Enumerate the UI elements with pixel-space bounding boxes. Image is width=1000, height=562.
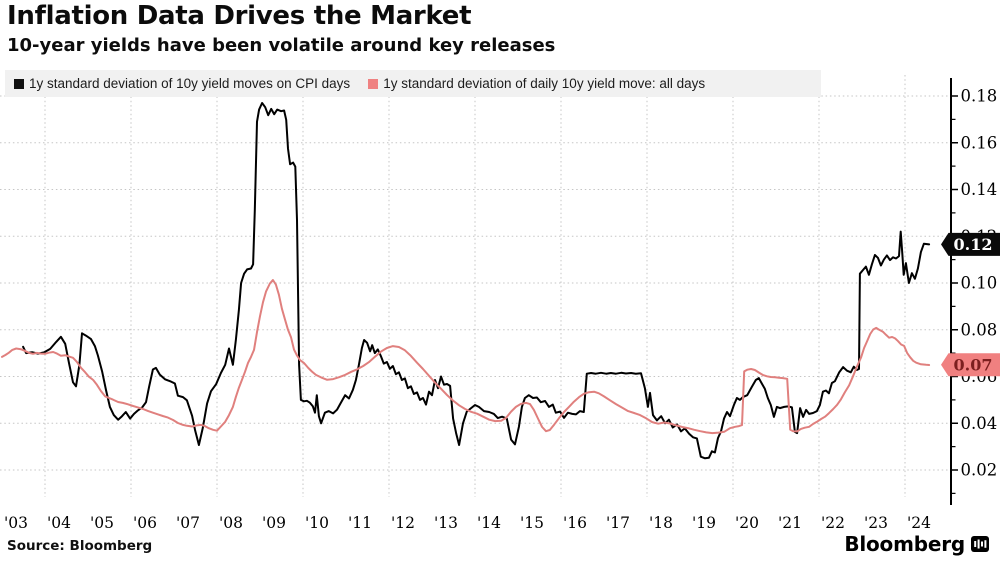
last-value-badge-cpi-days (941, 232, 1000, 256)
x-tick-label: '05 (90, 514, 114, 532)
series-line-cpi-days (22, 102, 931, 460)
x-tick-label: '07 (176, 514, 200, 532)
legend-label-cpi-days: 1y standard deviation of 10y yield moves… (29, 76, 351, 91)
x-tick-label: '23 (864, 514, 888, 532)
legend-swatch-cpi-days (14, 78, 24, 89)
bloomberg-terminal-icon (971, 535, 989, 552)
brand-logo: Bloomberg (844, 532, 989, 556)
page-title: Inflation Data Drives the Market (7, 1, 472, 31)
x-tick-label: '19 (692, 514, 716, 532)
last-value-badge-label-all-days: 0.07 (954, 355, 993, 374)
y-tick-label: 0.16 (961, 133, 998, 152)
x-tick-label: '15 (520, 514, 544, 532)
x-tick-label: '12 (391, 514, 415, 532)
x-tick-label: '22 (821, 514, 845, 532)
y-tick-label: 0.08 (961, 320, 998, 339)
legend-item-cpi-days: 1y standard deviation of 10y yield moves… (14, 76, 350, 91)
series-line-all-days (1, 279, 931, 435)
brand-wordmark: Bloomberg (844, 532, 965, 556)
x-tick-label: '11 (348, 514, 372, 532)
x-tick-label: '17 (606, 514, 630, 532)
legend-item-all-days: 1y standard deviation of daily 10y yield… (368, 76, 705, 91)
y-tick-label: 0.04 (961, 414, 998, 433)
last-value-badge-label-cpi-days: 0.12 (954, 235, 993, 254)
x-tick-label: '24 (907, 514, 931, 532)
x-tick-label: '21 (778, 514, 802, 532)
x-tick-label: '08 (219, 514, 243, 532)
x-tick-label: '06 (133, 514, 157, 532)
x-tick-label: '09 (262, 514, 286, 532)
y-tick-label: 0.18 (961, 87, 998, 106)
legend: 1y standard deviation of 10y yield moves… (5, 70, 821, 97)
x-tick-label: '14 (477, 514, 501, 532)
x-tick-label: '10 (305, 514, 329, 532)
last-value-badge-all-days (941, 353, 1000, 377)
x-tick-label: '16 (563, 514, 587, 532)
source-credit: Source: Bloomberg (7, 538, 153, 554)
legend-swatch-all-days (368, 78, 379, 89)
y-tick-label: 0.02 (961, 461, 998, 480)
x-tick-label: '20 (735, 514, 759, 532)
x-tick-label: '03 (4, 514, 28, 532)
y-tick-label: 0.14 (961, 180, 998, 199)
chart-subtitle: 10-year yields have been volatile around… (7, 35, 556, 56)
y-tick-label: 0.10 (961, 274, 998, 293)
x-tick-label: '18 (649, 514, 673, 532)
x-tick-label: '04 (47, 514, 71, 532)
x-tick-label: '13 (434, 514, 458, 532)
legend-label-all-days: 1y standard deviation of daily 10y yield… (383, 76, 706, 91)
